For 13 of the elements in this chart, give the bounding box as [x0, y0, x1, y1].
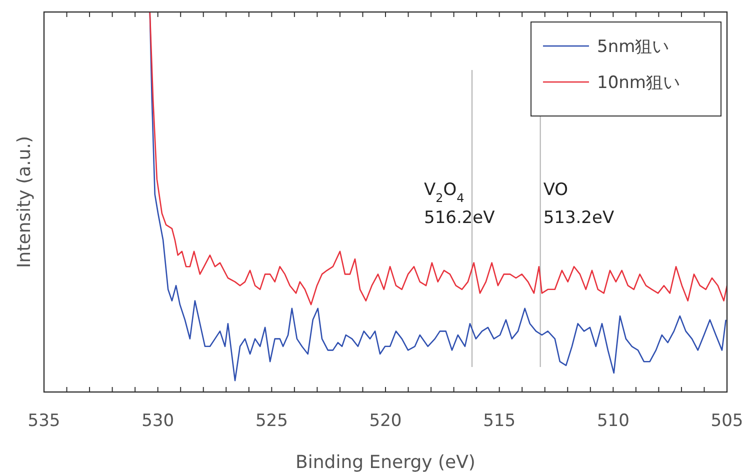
x-tick-label: 530	[142, 411, 174, 431]
legend-label: 5nm狙い	[597, 37, 670, 57]
ref-line-label: V$_{2}$O$_{4}$ 516.2eV	[424, 180, 496, 228]
legend-label: 10nm狙い	[597, 73, 680, 93]
ref-line-label: VO 513.2eV	[543, 180, 614, 228]
y-axis-title: Intensity (a.u.)	[14, 136, 35, 268]
x-tick-label: 515	[483, 411, 516, 431]
x-tick-label: 520	[369, 411, 402, 431]
x-axis-title: Binding Energy (eV)	[296, 452, 476, 472]
x-tick-label: 535	[28, 411, 60, 431]
x-tick-label: 510	[596, 411, 630, 431]
x-tick-label: 505	[710, 411, 744, 431]
x-tick-label: 525	[255, 411, 288, 431]
